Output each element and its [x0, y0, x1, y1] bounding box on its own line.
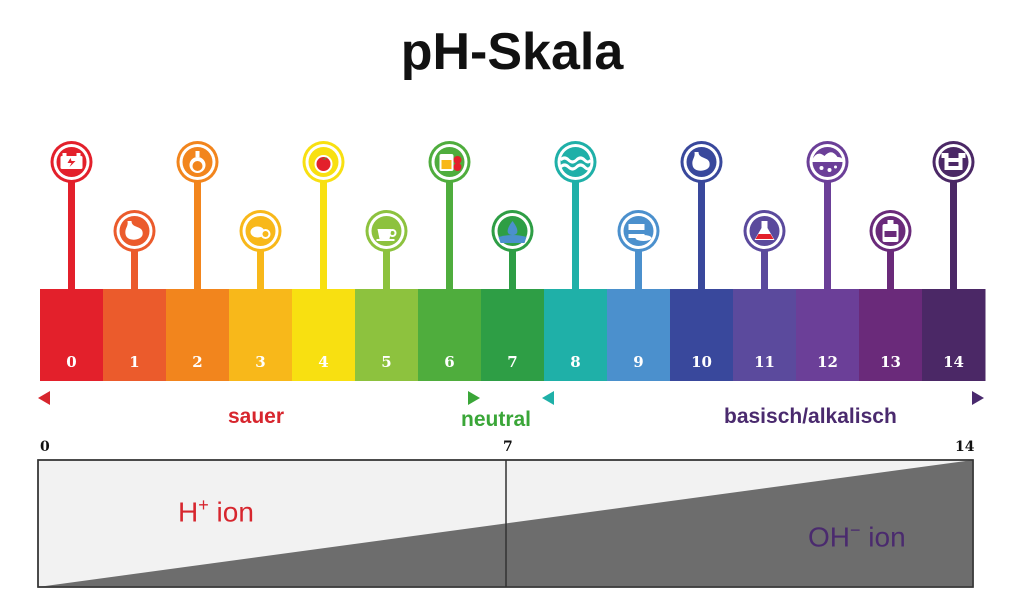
ph-value-label: 7: [507, 353, 517, 371]
indicator-stem: [320, 162, 327, 289]
ph-cell: [355, 289, 419, 381]
ph-color-bar: 0 1 2 3 4 5 6 7 8 9 10 11 12 13 14: [40, 289, 986, 381]
indicator-stem: [887, 231, 894, 289]
ph-cell: [166, 289, 230, 381]
oh-ion-charge: −: [850, 520, 861, 540]
coffee-icon: [365, 210, 408, 252]
page-title: pH-Skala: [400, 23, 624, 81]
indicator-markers: [50, 141, 975, 252]
ph-cell: [481, 289, 545, 381]
indicator-stems: [68, 162, 957, 289]
sea-water-icon: [554, 141, 597, 183]
ph-value-label: 12: [817, 353, 838, 371]
h-ion-symbol: H: [178, 496, 199, 528]
indicator-stem: [257, 231, 264, 289]
drain-cleaner-icon: [932, 141, 975, 183]
indicator-stem: [131, 231, 138, 289]
ph-value-label: 1: [129, 353, 139, 371]
ph-value-label: 9: [633, 353, 643, 371]
water-drop-icon: [491, 210, 534, 252]
ph-value-label: 8: [570, 353, 580, 371]
oh-ion-symbol: OH: [808, 521, 850, 553]
ph-cell: [607, 289, 671, 381]
car-battery-icon: [50, 141, 93, 183]
ph-cell: [670, 289, 734, 381]
ph-value-label: 2: [192, 353, 202, 371]
ph-cell: [229, 289, 293, 381]
ph-value-label: 14: [943, 353, 964, 371]
antacid-stomach-icon: [680, 141, 723, 183]
acid-arrow: [38, 391, 480, 405]
indicator-stem: [509, 231, 516, 289]
baking-soda-icon: [617, 210, 660, 252]
stomach-icon: [113, 210, 156, 252]
ion-axis-tick-14: 14: [955, 439, 975, 455]
ph-value-label: 13: [880, 353, 901, 371]
ph-value-label: 5: [381, 353, 391, 371]
ph-cell: [922, 289, 986, 381]
indicator-stem: [698, 162, 705, 289]
ph-cell: [418, 289, 482, 381]
ion-concentration-chart: [37, 459, 974, 588]
vinegar-bottle-icon: [176, 141, 219, 183]
lemon-icon: [239, 210, 282, 252]
indicator-stem: [68, 162, 75, 289]
base-arrow: [542, 391, 984, 405]
h-ion-label: H+ ion: [178, 495, 254, 528]
ph-cell: [103, 289, 167, 381]
ph-cell: [544, 289, 608, 381]
milk-jar-icon: [428, 141, 471, 183]
acid-label: sauer: [228, 405, 285, 428]
oh-ion-word: ion: [868, 521, 906, 553]
indicator-stem: [635, 231, 642, 289]
ion-axis-tick-7: 7: [503, 439, 513, 455]
neutral-label: neutral: [461, 408, 532, 431]
ph-cell: [796, 289, 860, 381]
indicator-stem: [824, 162, 831, 289]
ph-value-label: 4: [318, 353, 328, 371]
base-label: basisch/alkalisch: [724, 405, 897, 428]
indicator-stem: [761, 231, 768, 289]
ion-axis-tick-0: 0: [40, 439, 50, 455]
ph-cell: [859, 289, 923, 381]
ph-value-label: 0: [66, 353, 76, 371]
ph-cell: [40, 289, 104, 381]
ph-value-label: 10: [691, 353, 712, 371]
ph-cell: [733, 289, 797, 381]
ph-cell: [292, 289, 356, 381]
indicator-stem: [194, 162, 201, 289]
indicator-stem: [383, 231, 390, 289]
indicator-stem: [950, 162, 957, 289]
tomato-icon: [302, 141, 345, 183]
ph-value-label: 6: [444, 353, 454, 371]
ammonia-flask-icon: [743, 210, 786, 252]
indicator-stem: [446, 162, 453, 289]
oh-ion-label: OH− ion: [808, 520, 906, 553]
bleach-bottle-icon: [869, 210, 912, 252]
h-ion-word: ion: [216, 496, 254, 528]
h-ion-charge: +: [198, 495, 209, 515]
soapy-water-icon: [806, 141, 849, 183]
indicator-stem: [572, 162, 579, 289]
ph-value-label: 11: [754, 353, 775, 371]
ph-value-label: 3: [255, 353, 265, 371]
